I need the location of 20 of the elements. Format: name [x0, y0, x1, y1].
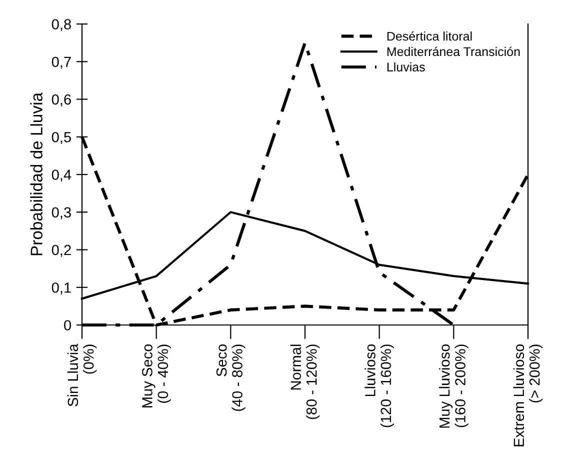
- y-tick-label: 0,3: [52, 207, 71, 220]
- legend-label: Lluvias: [387, 62, 425, 72]
- x-tick-label: Normal (80 - 120%): [290, 344, 320, 420]
- legend-label: Desértica litoral: [387, 31, 472, 41]
- y-tick-label: 0,4: [52, 170, 72, 182]
- y-tick-label: 0,1: [52, 282, 71, 295]
- y-tick-label: 0,2: [52, 244, 71, 257]
- x-tick-label: Seco (40 - 80%): [216, 344, 246, 411]
- y-tick-label: 0,5: [52, 132, 71, 144]
- x-tick-label: Lluvioso (120 - 160%): [364, 344, 394, 428]
- y-tick-label: 0,7: [52, 56, 71, 69]
- x-tick-label: Extrem Lluvioso (> 200%): [513, 344, 543, 446]
- x-tick-label: Muy Lluvioso (160 - 200%): [439, 344, 468, 428]
- x-tick-label: Muy Seco (0 - 40%): [142, 344, 171, 408]
- y-tick-label: 0,8: [52, 19, 71, 32]
- y-tick-label: 0,6: [52, 94, 71, 106]
- y-axis-title: Probabilidad de Lluvia: [30, 92, 42, 256]
- legend-label: Mediterránea Transición: [387, 46, 520, 56]
- x-tick-label: Sin Lluvia (0%): [67, 344, 97, 406]
- y-tick-label: 0: [64, 320, 72, 330]
